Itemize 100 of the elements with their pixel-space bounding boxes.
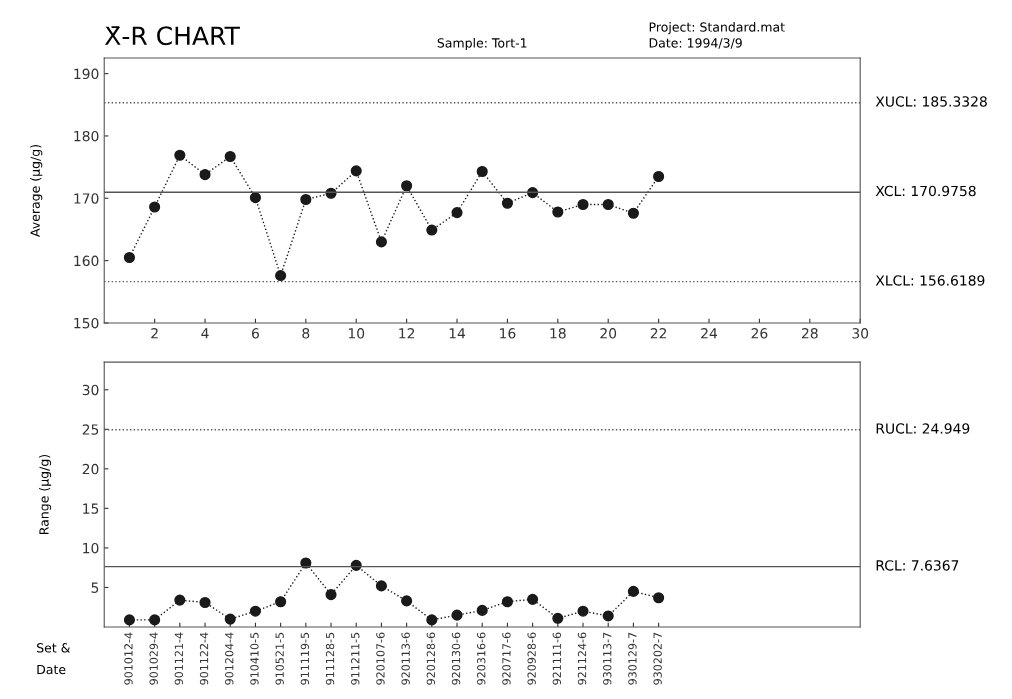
point — [577, 605, 589, 617]
y-tick-label: 150 — [74, 317, 99, 329]
point — [627, 207, 639, 219]
point — [350, 165, 362, 177]
y-tick-label: 15 — [83, 503, 99, 514]
x-tick-label: 24 — [701, 328, 718, 339]
x-tick-label: 920928-6 — [527, 632, 536, 685]
x-tick-label: 930202-7 — [653, 632, 662, 685]
y-axis-title: Average (µg/g) — [30, 145, 43, 237]
point — [149, 201, 161, 213]
point — [249, 192, 261, 204]
x-tick-label: 901012-4 — [124, 632, 133, 685]
x-tick-label: 901204-4 — [225, 632, 234, 685]
x-tick-label: 920128-6 — [426, 632, 436, 685]
point — [501, 596, 513, 608]
point — [476, 604, 488, 616]
x-tick-label: 28 — [801, 328, 818, 339]
point — [451, 609, 463, 621]
point — [501, 197, 513, 209]
point — [375, 236, 387, 248]
point — [627, 585, 639, 597]
x-tick-label: 26 — [751, 328, 768, 339]
point — [123, 251, 135, 264]
x-tick-label: 901029-4 — [149, 632, 158, 685]
x-tick-label: 911119-5 — [300, 632, 310, 685]
point — [224, 613, 236, 625]
point — [451, 207, 463, 219]
x-tick-label: 30 — [852, 328, 869, 339]
x-tick-label: 12 — [399, 328, 415, 339]
point — [552, 206, 564, 218]
text: Sample: Tort-1 — [437, 37, 527, 51]
x-tick-label: 14 — [449, 328, 466, 339]
x-tick-label: 22 — [650, 328, 667, 339]
ref-line-label: RUCL: 24.949 — [876, 423, 970, 434]
ref-line-label: XCL: 170.9758 — [875, 185, 976, 197]
y-tick-label: 170 — [74, 193, 99, 204]
x-tick-label: 8 — [302, 328, 310, 339]
point — [577, 198, 589, 211]
x-tick-label: 911211-5 — [351, 632, 360, 685]
point — [552, 612, 564, 624]
x-axis-title: Set & Date — [37, 643, 71, 675]
point — [275, 270, 287, 282]
point — [602, 198, 614, 211]
point — [300, 193, 312, 206]
text: Project: Standard.mat — [649, 22, 785, 35]
x-tick-label: 901121-4 — [174, 632, 184, 685]
x-tick-label: 10 — [348, 328, 365, 339]
ref-line-label: RCL: 7.6367 — [876, 560, 959, 571]
point — [325, 589, 337, 601]
x-tick-label: 930129-7 — [628, 632, 637, 685]
point — [602, 610, 614, 622]
x-tick-label: 910521-5 — [275, 632, 284, 685]
x-tick-label: 920316-6 — [477, 632, 486, 685]
x-tick-label: 901122-4 — [199, 632, 209, 685]
point — [527, 593, 539, 605]
point — [426, 614, 438, 626]
point — [401, 180, 413, 192]
point — [224, 150, 236, 163]
text: Date: 1994/3/9 — [649, 38, 742, 49]
point — [375, 580, 387, 592]
point — [199, 596, 211, 609]
y-tick-label: 5 — [91, 582, 99, 593]
point — [653, 170, 665, 183]
x-tick-label: 920717-6 — [502, 632, 511, 685]
point — [401, 595, 413, 607]
point — [149, 614, 161, 626]
x-tick-label: 2 — [151, 328, 158, 339]
x-tick-label: 921124-6 — [577, 632, 587, 685]
point — [275, 596, 287, 608]
x-tick-label: 921111-6 — [552, 632, 562, 685]
y-tick-label: 190 — [74, 68, 99, 80]
x-tick-label: 18 — [550, 328, 566, 339]
x-tick-label: 6 — [251, 328, 259, 339]
ref-line-label: XUCL: 185.3328 — [875, 96, 987, 107]
x-tick-label: 920130-6 — [451, 632, 461, 685]
point — [174, 149, 186, 161]
x-tick-label: 4 — [201, 328, 209, 339]
point — [199, 169, 211, 181]
y-tick-label: 10 — [83, 542, 99, 554]
x-tick-label: 911128-5 — [325, 632, 335, 685]
x-tick-label: 930113-7 — [603, 632, 612, 685]
ref-line-label: XLCL: 156.6189 — [875, 275, 985, 286]
y-tick-label: 180 — [74, 130, 99, 142]
x-tick-label: 920107-6 — [376, 632, 385, 685]
y-tick-label: 30 — [82, 384, 99, 396]
y-tick-label: 25 — [82, 424, 99, 435]
x-tick-label: 910410-5 — [250, 632, 259, 685]
point — [123, 614, 135, 626]
point — [174, 594, 186, 606]
x-tick-label: 20 — [600, 328, 617, 339]
y-axis-title: Range (µg/g) — [39, 454, 52, 534]
chart-title: X̄-R CHART — [104, 26, 240, 46]
y-tick-label: 20 — [82, 463, 99, 475]
y-tick-label: 160 — [74, 255, 99, 267]
point — [476, 165, 488, 178]
x-tick-label: 16 — [500, 328, 516, 339]
point — [653, 592, 665, 604]
x-tick-label: 920113-6 — [401, 632, 410, 685]
point — [249, 605, 261, 617]
point — [426, 224, 438, 236]
